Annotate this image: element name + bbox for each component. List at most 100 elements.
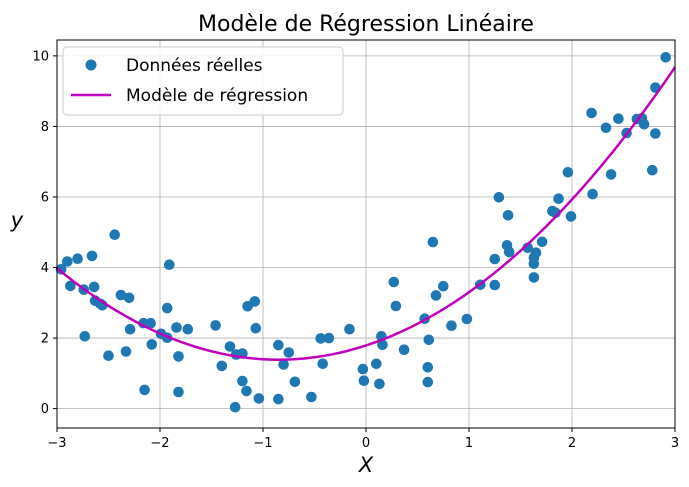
- data-point: [146, 339, 158, 350]
- data-point: [79, 331, 91, 342]
- x-tick-label: 2: [568, 436, 576, 451]
- data-point: [660, 52, 671, 63]
- data-point: [115, 289, 127, 301]
- data-point: [586, 107, 597, 119]
- data-point: [536, 236, 548, 248]
- x-tick-label: 3: [671, 436, 679, 451]
- data-point: [427, 236, 439, 248]
- regression-line: [56, 66, 677, 361]
- data-point: [88, 281, 100, 293]
- data-point: [273, 393, 284, 405]
- data-point: [638, 119, 650, 130]
- data-point: [357, 363, 369, 375]
- x-tick-label: −1: [253, 436, 272, 451]
- data-point: [103, 350, 114, 362]
- data-point: [430, 290, 442, 301]
- data-point: [438, 280, 449, 292]
- y-axis-label: y: [10, 208, 24, 232]
- legend-label-scatter: Données réelles: [126, 56, 263, 76]
- axis-ticks: −3 −2 −1 0 1 2 3 0 2 4 6 8 10: [32, 49, 679, 451]
- legend-label-line: Modèle de régression: [126, 86, 308, 106]
- data-point: [323, 332, 335, 344]
- data-point: [283, 347, 295, 358]
- data-point: [173, 351, 184, 362]
- data-point: [171, 322, 182, 333]
- x-axis-label: X: [358, 453, 374, 477]
- data-point: [530, 247, 542, 258]
- y-tick-label: 4: [41, 261, 49, 276]
- data-point: [123, 292, 135, 304]
- data-point: [489, 253, 501, 265]
- data-point: [139, 384, 150, 396]
- data-point: [605, 169, 617, 180]
- data-point: [528, 258, 540, 269]
- data-point: [72, 253, 83, 264]
- y-tick-label: 8: [41, 120, 49, 135]
- data-point: [109, 229, 120, 240]
- data-point: [315, 333, 327, 344]
- data-point: [398, 344, 410, 356]
- data-point: [164, 259, 175, 271]
- data-point: [613, 113, 624, 124]
- data-point: [173, 386, 184, 398]
- data-point: [62, 256, 73, 267]
- data-point: [461, 313, 473, 325]
- data-point: [647, 164, 658, 176]
- data-point: [600, 122, 612, 134]
- data-point: [344, 323, 355, 335]
- data-point: [124, 323, 136, 335]
- data-point: [528, 272, 540, 283]
- data-point: [182, 323, 194, 335]
- data-point: [55, 264, 67, 275]
- data-point: [241, 385, 252, 397]
- data-point: [493, 192, 505, 203]
- x-tick-label: 0: [362, 436, 370, 451]
- y-tick-label: 2: [41, 332, 49, 347]
- data-point: [503, 246, 515, 258]
- data-point: [489, 279, 501, 291]
- data-point: [388, 276, 400, 288]
- data-point: [216, 360, 228, 372]
- data-point: [249, 296, 261, 307]
- data-point: [253, 393, 265, 404]
- data-point: [390, 300, 402, 312]
- data-point: [237, 375, 248, 387]
- legend-box: [62, 46, 344, 116]
- data-point: [278, 359, 289, 370]
- data-point: [306, 391, 317, 403]
- data-point: [587, 188, 598, 200]
- data-point: [446, 320, 457, 332]
- data-point: [358, 375, 370, 387]
- data-point: [565, 211, 577, 222]
- data-point: [210, 320, 221, 331]
- data-point: [374, 378, 385, 390]
- data-point: [120, 346, 132, 357]
- data-point: [371, 358, 382, 370]
- data-point: [553, 193, 564, 204]
- data-point: [422, 376, 434, 388]
- data-point: [377, 339, 388, 351]
- data-point: [317, 358, 329, 370]
- data-point: [423, 334, 435, 346]
- data-point: [86, 250, 98, 262]
- y-tick-label: 6: [41, 190, 49, 205]
- y-tick-label: 10: [32, 49, 49, 64]
- data-point: [145, 317, 156, 329]
- data-point: [422, 362, 434, 373]
- data-point: [250, 322, 262, 334]
- chart-title: Modèle de Régression Linéaire: [198, 12, 534, 37]
- legend: Données réelles Modèle de régression: [62, 46, 344, 116]
- y-tick-label: 0: [41, 402, 49, 417]
- data-point: [65, 280, 76, 292]
- data-point: [273, 339, 284, 351]
- data-point: [650, 128, 661, 139]
- data-point: [562, 167, 574, 178]
- data-point: [161, 302, 173, 314]
- data-point: [229, 401, 241, 413]
- data-point: [502, 210, 514, 221]
- data-point: [289, 376, 301, 388]
- x-tick-label: −2: [150, 436, 169, 451]
- plot-area: [55, 52, 677, 413]
